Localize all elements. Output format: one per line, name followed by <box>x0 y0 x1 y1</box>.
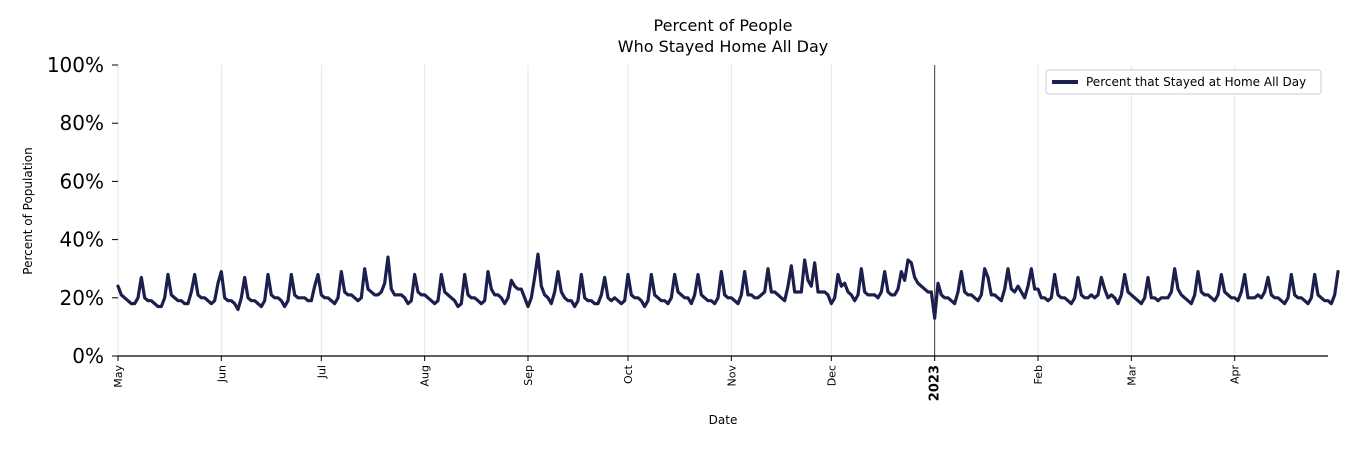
chart-title-line-1: Percent of People <box>654 16 793 35</box>
legend-label: Percent that Stayed at Home All Day <box>1086 75 1306 89</box>
x-axis-label: Date <box>709 413 738 427</box>
y-tick-label-2: 40% <box>60 228 104 252</box>
x-tick-label-4: Sep <box>522 365 535 386</box>
series-layer <box>116 252 1340 320</box>
x-tick-label-1: Jun <box>215 365 228 383</box>
y-tick-label-1: 20% <box>60 286 104 310</box>
x-axis-ticks: May Jun Jul Aug Sep Oct Nov Dec 2023 Feb Mar Apr <box>112 356 1242 401</box>
series-line-0 <box>116 252 1340 320</box>
x-tick-label-7: Dec <box>825 365 838 386</box>
x-tick-label-0: May <box>112 365 125 388</box>
x-tick-label-8: 2023 <box>928 365 943 401</box>
x-tick-label-11: Apr <box>1229 365 1242 385</box>
y-tick-label-4: 80% <box>60 111 104 135</box>
x-tick-label-2: Jul <box>315 365 328 379</box>
y-tick-label-3: 60% <box>60 169 104 193</box>
y-axis-ticks: 0% 20% 40% 60% 80% 100% <box>47 53 118 368</box>
chart-title-line-2: Who Stayed Home All Day <box>618 37 828 56</box>
legend-box <box>1045 69 1322 95</box>
x-tick-label-6: Nov <box>725 365 738 387</box>
y-tick-label-5: 100% <box>47 53 104 77</box>
gridlines <box>117 65 1236 356</box>
x-tick-label-3: Aug <box>419 365 432 386</box>
y-tick-label-0: 0% <box>72 344 104 368</box>
x-tick-label-5: Oct <box>622 364 635 384</box>
x-tick-label-10: Mar <box>1125 365 1138 386</box>
x-tick-label-9: Feb <box>1032 365 1045 384</box>
y-axis-label: Percent of Population <box>21 147 35 274</box>
legend: Percent that Stayed at Home All Day <box>1045 69 1322 95</box>
